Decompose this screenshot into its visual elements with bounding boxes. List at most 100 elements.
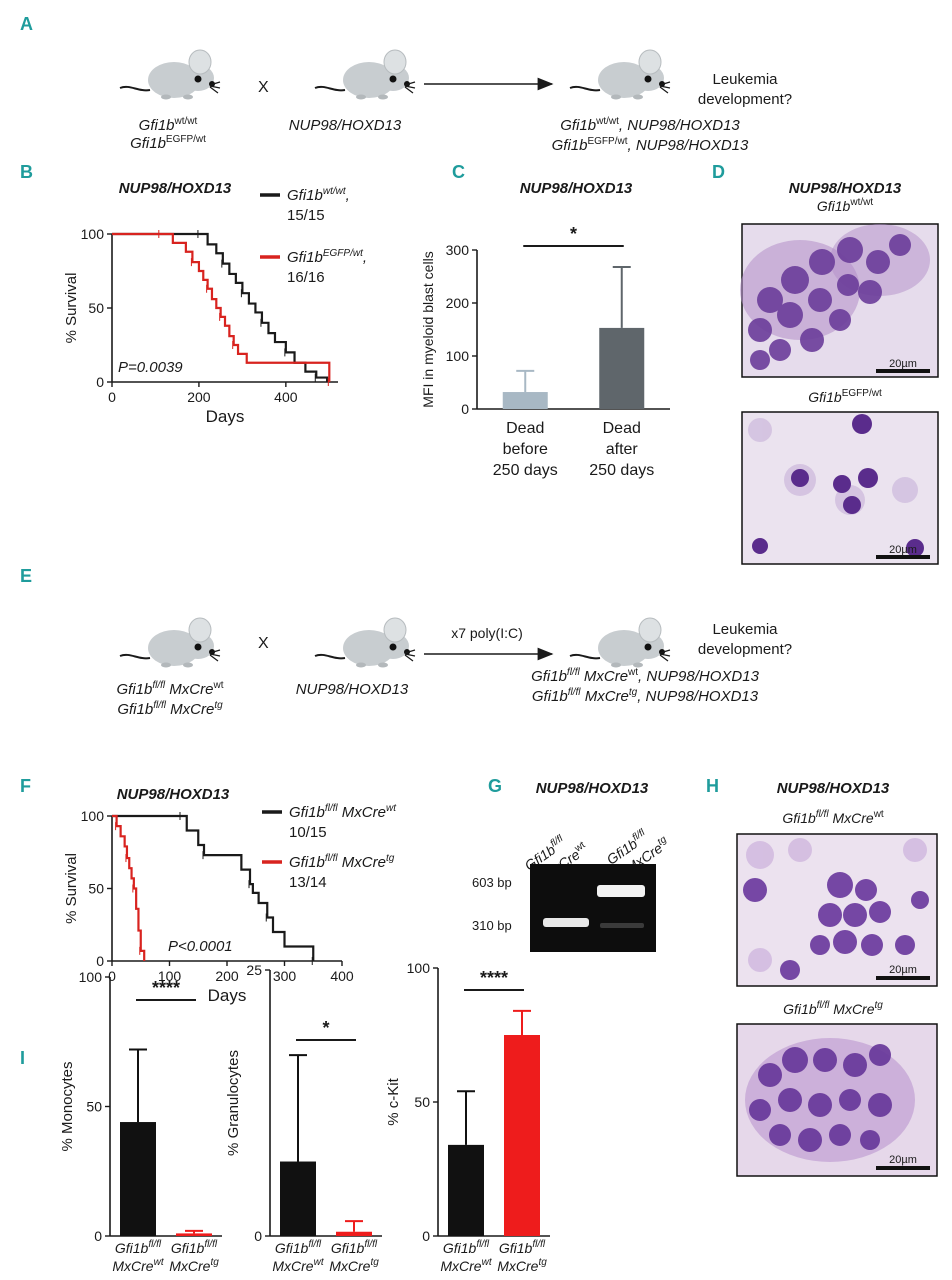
gel-image bbox=[530, 864, 656, 952]
y-axis-title: % c-Kit bbox=[385, 1077, 402, 1125]
y-axis-title: % Monocytes bbox=[59, 1061, 76, 1151]
y-tick-label: 50 bbox=[88, 881, 104, 897]
category-label: MxCrewt bbox=[112, 1257, 164, 1274]
category-label: Gfi1bfl/fl bbox=[171, 1239, 218, 1256]
survival-curve bbox=[112, 814, 146, 961]
category-label: MxCretg bbox=[497, 1257, 547, 1274]
survival-curve bbox=[112, 232, 331, 382]
y-axis-title: % Survival bbox=[63, 273, 80, 344]
x-tick-label: 0 bbox=[108, 968, 116, 984]
legend-count: 16/16 bbox=[287, 269, 325, 286]
legend-label: Gfi1bwt/wt, bbox=[287, 186, 350, 204]
bar bbox=[504, 1035, 540, 1236]
y-tick-label: 100 bbox=[407, 960, 431, 976]
chart-title: NUP98/HOXD13 bbox=[117, 786, 230, 803]
x-tick-label: 200 bbox=[215, 968, 239, 984]
y-tick-label: 25 bbox=[246, 962, 262, 978]
mouse-icon bbox=[314, 617, 416, 669]
result-genotype: Gfi1bwt/wt, NUP98/HOXD13 bbox=[560, 116, 740, 134]
significance-marker: * bbox=[322, 1018, 329, 1038]
category-label: after bbox=[606, 441, 639, 458]
micrograph-image bbox=[740, 223, 939, 378]
category-label: Gfi1bfl/fl bbox=[331, 1239, 378, 1256]
y-tick-label: 0 bbox=[96, 374, 104, 390]
mouse-icon bbox=[569, 617, 671, 669]
category-label: before bbox=[503, 441, 548, 458]
y-tick-label: 0 bbox=[94, 1228, 102, 1244]
category-label: Dead bbox=[603, 420, 641, 437]
category-label: MxCrewt bbox=[440, 1257, 492, 1274]
genotype-label: Gfi1bfl/fl MxCrewt bbox=[117, 680, 224, 698]
image-caption: Gfi1bfl/fl MxCrewt bbox=[782, 809, 884, 826]
legend-label: Gfi1bEGFP/wt, bbox=[287, 248, 367, 266]
p-value: P=0.0039 bbox=[118, 359, 183, 376]
scale-bar-label: 20µm bbox=[889, 1154, 917, 1166]
category-label: Dead bbox=[506, 420, 544, 437]
genotype-label: Gfi1bEGFP/wt bbox=[130, 134, 206, 152]
band-size-label: 603 bp bbox=[472, 875, 512, 890]
y-axis-title: % Survival bbox=[63, 853, 80, 924]
panel-label: B bbox=[20, 162, 33, 182]
category-label: MxCretg bbox=[329, 1257, 379, 1274]
y-tick-label: 50 bbox=[88, 300, 104, 316]
x-tick-label: 0 bbox=[108, 389, 116, 405]
y-tick-label: 0 bbox=[96, 953, 104, 969]
bar bbox=[502, 392, 548, 409]
genotype-label: Gfi1bwt/wt bbox=[139, 116, 198, 134]
bar bbox=[599, 327, 645, 409]
band-size-label: 310 bp bbox=[472, 918, 512, 933]
significance-marker: **** bbox=[152, 978, 180, 998]
image-caption: Gfi1bwt/wt bbox=[817, 197, 873, 214]
result-genotype: Gfi1bfl/fl MxCrewt, NUP98/HOXD13 bbox=[531, 667, 760, 685]
chart-title: NUP98/HOXD13 bbox=[119, 180, 232, 197]
panel-label-e: E bbox=[20, 566, 32, 586]
mfi-bar-chart-c: C NUP98/HOXD13 0 100 200 300 MFI in myeloid bl… bbox=[420, 162, 670, 479]
result-genotype: Gfi1bfl/fl MxCretg, NUP98/HOXD13 bbox=[532, 687, 759, 705]
genotype-label: Gfi1bfl/fl MxCretg bbox=[117, 700, 223, 718]
panel-title: NUP98/HOXD13 bbox=[536, 780, 649, 797]
panel-title: NUP98/HOXD13 bbox=[789, 180, 902, 197]
y-axis-title: % Granulocytes bbox=[225, 1050, 242, 1156]
mouse-icon bbox=[119, 617, 221, 669]
question-text: development? bbox=[698, 641, 792, 658]
image-caption: Gfi1bfl/fl MxCretg bbox=[783, 1000, 883, 1017]
bar bbox=[448, 1144, 484, 1236]
y-tick-label: 100 bbox=[81, 226, 105, 242]
mouse-icon bbox=[314, 49, 416, 101]
x-axis-title: Days bbox=[206, 407, 245, 426]
category-label: MxCretg bbox=[169, 1257, 219, 1274]
legend-count: 13/14 bbox=[289, 874, 327, 891]
category-label: Gfi1bfl/fl bbox=[275, 1239, 322, 1256]
bar bbox=[336, 1231, 372, 1236]
y-tick-label: 50 bbox=[86, 1099, 102, 1115]
x-tick-label: 200 bbox=[187, 389, 211, 405]
category-label: 250 days bbox=[493, 462, 558, 479]
panel-label: I bbox=[20, 1048, 25, 1068]
y-axis-title: MFI in myeloid blast cells bbox=[420, 251, 436, 407]
panel-label-h: H bbox=[706, 776, 719, 796]
x-tick-label: 400 bbox=[274, 389, 298, 405]
x-tick-label: 400 bbox=[330, 968, 354, 984]
y-tick-label: 100 bbox=[81, 808, 105, 824]
y-tick-label: 0 bbox=[461, 401, 469, 417]
bar bbox=[176, 1233, 212, 1236]
significance-marker: * bbox=[570, 224, 577, 244]
y-tick-label: 0 bbox=[254, 1228, 262, 1244]
genotype-label: NUP98/HOXD13 bbox=[289, 117, 402, 134]
bar bbox=[280, 1161, 316, 1236]
x-tick-label: 100 bbox=[158, 968, 182, 984]
question-text: Leukemia bbox=[712, 71, 778, 88]
category-label: MxCrewt bbox=[272, 1257, 324, 1274]
treatment-label: x7 poly(I:C) bbox=[451, 625, 523, 641]
y-tick-label: 0 bbox=[422, 1228, 430, 1244]
cross-symbol: X bbox=[258, 635, 269, 652]
chart-title: NUP98/HOXD13 bbox=[520, 180, 633, 197]
panel-label: F bbox=[20, 776, 31, 796]
category-label: Gfi1bfl/fl bbox=[115, 1239, 162, 1256]
y-tick-label: 200 bbox=[446, 295, 470, 311]
granulocytes-bar-chart: 025% GranulocytesGfi1bfl/flMxCrewtGfi1bf… bbox=[225, 962, 382, 1274]
